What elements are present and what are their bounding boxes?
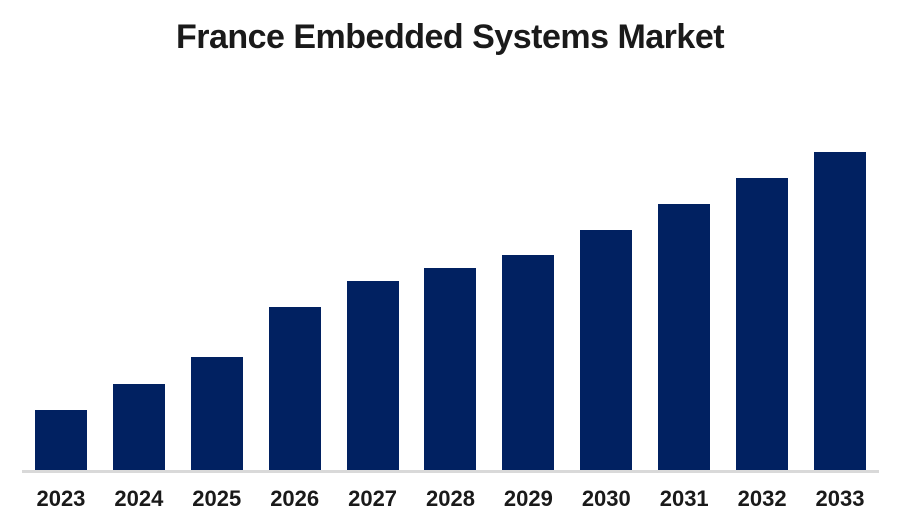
bar-2025 — [190, 357, 243, 471]
bar-slot-2026 — [256, 149, 334, 471]
bar-2033 — [814, 152, 867, 471]
bar-slot-2024 — [100, 149, 178, 471]
bar-2029 — [502, 255, 555, 471]
x-label-2033: 2033 — [815, 486, 865, 511]
bar-slot-2031 — [645, 149, 723, 471]
bar-slot-2030 — [567, 149, 645, 471]
bar-slot-2033 — [801, 149, 879, 471]
x-axis-line — [22, 470, 879, 473]
bar-2030 — [580, 230, 633, 471]
plot-area — [22, 149, 879, 471]
x-label-2023: 2023 — [36, 486, 86, 511]
bar-slot-2032 — [723, 149, 801, 471]
bar-slot-2028 — [412, 149, 490, 471]
x-label-2032: 2032 — [737, 486, 787, 511]
bar-2024 — [112, 384, 165, 471]
bar-slot-2025 — [178, 149, 256, 471]
x-label-2030: 2030 — [581, 486, 631, 511]
x-label-2028: 2028 — [426, 486, 475, 511]
chart-title: France Embedded Systems Market — [175, 18, 725, 56]
bar-2028 — [424, 268, 477, 471]
bar-slot-2029 — [489, 149, 567, 471]
x-axis-labels: 2023 2024 2025 2026 2027 2028 2029 2030 2031 2032… — [22, 486, 879, 512]
bar-2032 — [736, 178, 789, 471]
x-label-2027: 2027 — [348, 486, 398, 511]
x-label-2024: 2024 — [114, 486, 164, 511]
bar-2023 — [34, 410, 87, 471]
bar-slot-2023 — [22, 149, 100, 471]
bar-2031 — [658, 204, 711, 471]
bar-2027 — [346, 281, 399, 471]
x-label-2029: 2029 — [503, 486, 553, 511]
x-label-2026: 2026 — [270, 486, 320, 511]
x-label-2025: 2025 — [192, 486, 242, 511]
x-label-2031: 2031 — [659, 486, 709, 511]
bar-2026 — [268, 307, 321, 471]
bar-slot-2027 — [334, 149, 412, 471]
